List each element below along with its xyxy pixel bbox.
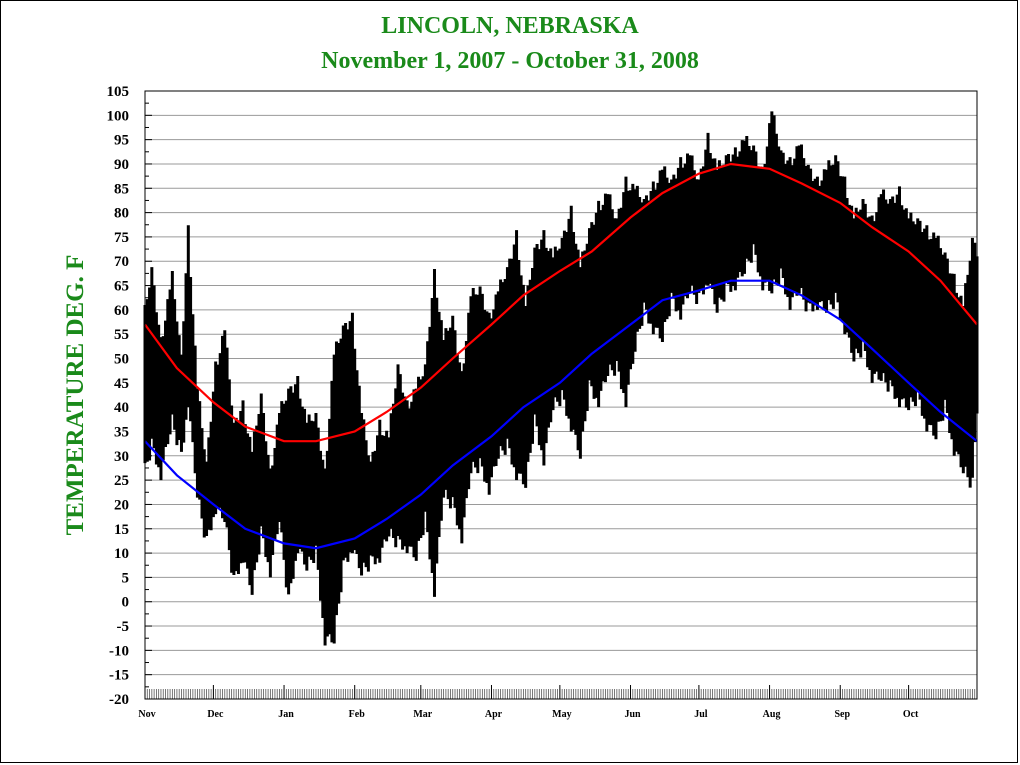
month-label: Feb: [349, 709, 366, 720]
y-tick-label: -5: [117, 619, 130, 635]
month-label: Jan: [278, 709, 294, 720]
y-tick-labels: -20 -15 -10 -5 0 5 10 15 20 25 30 35 40 45 50 55 60 65 70 7…: [107, 84, 130, 708]
y-tick-label: 10: [114, 546, 129, 562]
month-label: Jun: [624, 709, 641, 720]
month-label: Mar: [413, 709, 432, 720]
y-tick-label: -20: [109, 692, 129, 708]
y-tick-label: 70: [114, 254, 129, 270]
month-label: Jul: [694, 709, 708, 720]
plot-border: [144, 90, 978, 700]
y-tick-label: 65: [114, 279, 129, 295]
month-label: Sep: [834, 709, 850, 720]
y-tick-label: -10: [109, 643, 129, 659]
y-tick-label: 20: [114, 497, 129, 513]
y-tick-label: 25: [114, 473, 129, 489]
y-tick-label: 85: [114, 181, 129, 197]
month-label: Aug: [763, 709, 781, 720]
chart-subtitle: November 1, 2007 - October 31, 2008: [321, 48, 699, 74]
chart-title: LINCOLN, NEBRASKA: [381, 13, 639, 39]
y-tick-label: 75: [114, 230, 129, 246]
y-tick-label: -15: [109, 668, 129, 684]
y-tick-label: 15: [114, 522, 129, 538]
normal-lines: [144, 162, 978, 550]
y-tick-label: 0: [122, 595, 130, 611]
y-tick-label: 60: [114, 303, 129, 319]
observed-temperature-bars: [143, 111, 979, 646]
y-axis-label: TEMPERATURE DEG. F: [62, 255, 89, 536]
normal-high-line: [144, 162, 978, 443]
y-tick-label: 90: [114, 157, 129, 173]
month-label: Oct: [903, 709, 919, 720]
month-label: May: [552, 709, 571, 720]
y-tick-label: 50: [114, 352, 129, 368]
month-label: Apr: [485, 709, 503, 720]
x-tick-labels: Nov Dec Jan Feb Mar Apr May Jun Jul Aug Sep Oct: [138, 709, 919, 720]
day-tick-marks: [144, 685, 978, 699]
normal-low-line: [144, 279, 978, 550]
y-tick-label: 35: [114, 424, 129, 440]
month-label: Dec: [207, 709, 224, 720]
month-label: Nov: [138, 709, 155, 720]
y-tick-label: 55: [114, 327, 129, 343]
y-tick-label: 80: [114, 206, 129, 222]
y-tick-label: 5: [122, 570, 130, 586]
y-tick-label: 30: [114, 449, 129, 465]
y-tick-label: 105: [107, 84, 130, 100]
y-tick-label: 100: [107, 108, 130, 124]
y-tick-label: 40: [114, 400, 129, 416]
y-tick-label: 95: [114, 133, 129, 149]
y-tick-label: 45: [114, 376, 129, 392]
